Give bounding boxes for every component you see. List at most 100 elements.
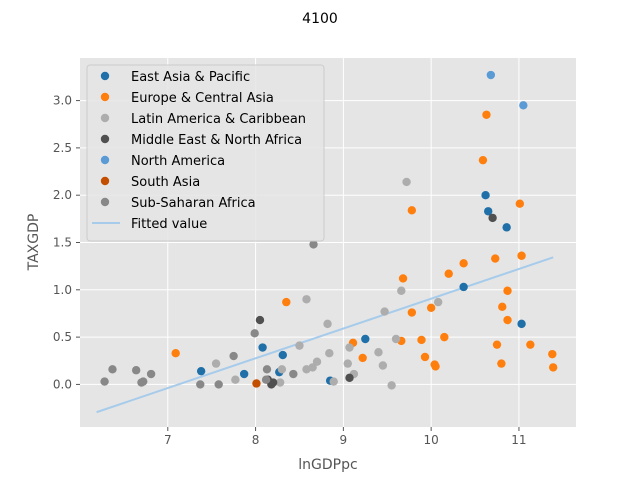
x-axis-ticks: 7 8 9 10 11 (164, 427, 527, 447)
data-point (275, 378, 285, 387)
fitted-line-layer (96, 256, 554, 414)
data-point (417, 335, 426, 345)
data-point (374, 348, 383, 357)
data-point (484, 207, 493, 216)
data-point (309, 240, 318, 249)
data-point (391, 334, 401, 344)
x-tick-label: 7 (164, 433, 172, 447)
data-point (100, 377, 109, 386)
data-point (498, 302, 507, 312)
data-point (459, 259, 468, 268)
legend-marker (100, 176, 110, 186)
data-point (407, 308, 417, 317)
data-point (252, 379, 261, 388)
data-point (277, 365, 287, 374)
x-tick-label: 8 (252, 433, 260, 447)
data-point (517, 251, 526, 260)
data-point (397, 286, 406, 295)
data-point (325, 349, 334, 358)
data-point (515, 199, 525, 208)
fitted-value-line (96, 256, 554, 414)
legend-entry: Middle East & North Africa (131, 133, 302, 148)
series-6 (100, 240, 318, 389)
legend-marker (100, 92, 110, 102)
data-point (343, 359, 352, 368)
data-point (548, 349, 557, 359)
data-point (229, 351, 238, 361)
y-tick-label: 0.5 (53, 330, 72, 344)
data-point (492, 340, 502, 349)
data-point (497, 359, 506, 368)
legend-marker (100, 71, 110, 81)
data-point (171, 349, 180, 358)
data-point (433, 297, 443, 307)
data-point (108, 365, 117, 374)
data-point (196, 366, 206, 376)
x-tick-label: 10 (424, 433, 439, 447)
data-point (402, 177, 411, 187)
data-point (517, 319, 526, 329)
legend-box (86, 64, 325, 242)
data-point (250, 329, 259, 338)
data-point (431, 362, 440, 371)
data-point (358, 353, 367, 363)
data-point (548, 363, 558, 372)
legend-entry: Latin America & Caribbean (131, 112, 306, 127)
legend-marker (100, 113, 110, 123)
data-point (308, 363, 317, 372)
data-point (278, 350, 287, 360)
series-4 (486, 70, 528, 110)
data-point (302, 295, 311, 304)
grid-lines (80, 58, 576, 427)
x-tick-label: 9 (340, 433, 348, 447)
data-point (295, 341, 304, 350)
y-tick-label: 2.0 (53, 188, 72, 202)
data-point (312, 357, 322, 366)
data-point (380, 307, 389, 316)
data-point (139, 377, 148, 386)
legend-marker (100, 134, 110, 144)
data-point (526, 340, 535, 349)
chart-title: 4100 (302, 11, 338, 27)
data-point (426, 303, 436, 312)
data-point (345, 343, 354, 352)
data-point (289, 369, 298, 379)
y-tick-label: 0.0 (53, 377, 72, 391)
data-point (146, 369, 156, 379)
data-point (491, 254, 500, 263)
legend-marker (100, 155, 110, 165)
data-point (131, 366, 141, 375)
legend-marker (100, 197, 110, 207)
y-tick-label: 1.0 (53, 283, 72, 297)
legend-entry: Europe & Central Asia (131, 91, 274, 106)
data-point (239, 369, 249, 379)
series-5 (252, 379, 261, 388)
data-point (420, 352, 430, 362)
data-point (481, 190, 490, 200)
data-point (503, 315, 512, 325)
data-point (444, 269, 453, 278)
data-point (258, 343, 267, 352)
data-point (268, 378, 278, 387)
data-point (361, 334, 370, 344)
data-point (440, 332, 449, 342)
legend-entry: East Asia & Pacific (131, 70, 250, 85)
data-point (255, 315, 265, 325)
y-tick-label: 3.0 (53, 94, 72, 108)
y-axis-label: TAXGDP (26, 214, 42, 272)
data-point (387, 381, 396, 390)
data-point (196, 380, 205, 389)
legend-entry: North America (131, 154, 225, 169)
y-tick-label: 2.5 (53, 141, 72, 155)
data-point (486, 70, 496, 80)
data-point (214, 380, 223, 389)
data-point (519, 101, 528, 110)
x-axis-label: lnGDPpc (298, 457, 357, 473)
data-point (329, 377, 338, 386)
y-tick-label: 1.5 (53, 236, 72, 250)
data-point (323, 319, 332, 329)
data-point (459, 282, 468, 292)
data-point (502, 223, 511, 232)
data-points (100, 70, 558, 390)
data-point (407, 206, 417, 215)
